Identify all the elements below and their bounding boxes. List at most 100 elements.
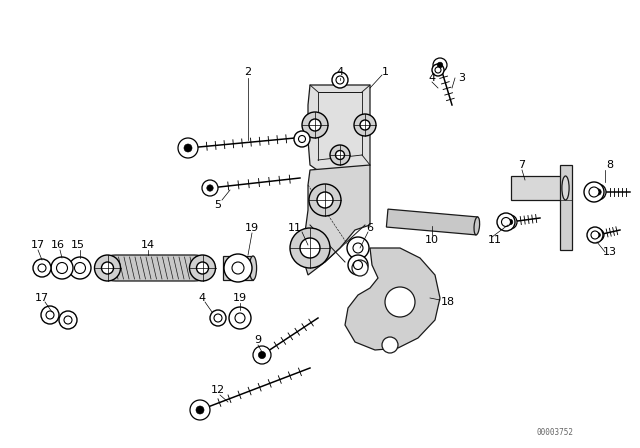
Circle shape (332, 72, 348, 88)
Circle shape (196, 406, 204, 414)
Circle shape (353, 243, 363, 253)
Circle shape (503, 215, 517, 229)
FancyBboxPatch shape (102, 255, 207, 281)
Text: 13: 13 (603, 247, 617, 257)
Circle shape (64, 316, 72, 324)
Circle shape (360, 120, 370, 130)
Text: 7: 7 (518, 160, 525, 170)
Ellipse shape (250, 256, 257, 280)
Circle shape (178, 138, 198, 158)
Text: 18: 18 (441, 297, 455, 307)
Ellipse shape (562, 176, 569, 200)
Circle shape (69, 257, 91, 279)
Text: 2: 2 (244, 67, 252, 77)
Circle shape (59, 311, 77, 329)
Circle shape (591, 231, 599, 239)
Text: 10: 10 (425, 235, 439, 245)
Circle shape (352, 260, 368, 276)
Circle shape (433, 58, 447, 72)
Circle shape (253, 346, 271, 364)
Circle shape (592, 229, 604, 241)
Circle shape (196, 262, 209, 274)
Circle shape (382, 337, 398, 353)
Circle shape (214, 314, 222, 322)
Text: 12: 12 (211, 385, 225, 395)
Text: 16: 16 (51, 240, 65, 250)
Circle shape (595, 189, 601, 195)
Circle shape (587, 227, 603, 243)
Circle shape (347, 237, 369, 259)
Polygon shape (223, 256, 253, 280)
Text: 17: 17 (35, 293, 49, 303)
Text: 15: 15 (71, 240, 85, 250)
Circle shape (229, 307, 251, 329)
Circle shape (302, 112, 328, 138)
Circle shape (190, 400, 210, 420)
Polygon shape (387, 209, 477, 235)
Bar (560, 165, 572, 250)
Circle shape (435, 67, 441, 73)
Circle shape (309, 184, 341, 216)
Circle shape (432, 64, 444, 76)
Circle shape (46, 311, 54, 319)
Circle shape (259, 351, 266, 358)
Text: 4: 4 (198, 293, 205, 303)
Circle shape (502, 217, 511, 227)
Circle shape (507, 219, 513, 225)
Circle shape (354, 114, 376, 136)
Circle shape (317, 192, 333, 208)
Circle shape (95, 255, 120, 281)
Circle shape (232, 262, 244, 274)
Circle shape (589, 187, 599, 197)
Circle shape (102, 262, 113, 274)
Circle shape (497, 213, 515, 231)
Text: 19: 19 (245, 223, 259, 233)
Polygon shape (302, 165, 370, 275)
Text: 4: 4 (428, 73, 436, 83)
Polygon shape (345, 248, 440, 350)
Circle shape (309, 119, 321, 131)
Circle shape (353, 260, 362, 270)
Circle shape (189, 255, 216, 281)
Circle shape (335, 151, 344, 159)
Circle shape (385, 287, 415, 317)
Circle shape (330, 145, 350, 165)
Text: 14: 14 (141, 240, 155, 250)
Circle shape (38, 264, 46, 272)
Circle shape (298, 135, 305, 142)
Ellipse shape (474, 217, 479, 235)
Text: 19: 19 (233, 293, 247, 303)
Circle shape (41, 306, 59, 324)
Circle shape (74, 263, 86, 273)
Circle shape (207, 185, 213, 191)
Circle shape (224, 254, 252, 282)
Polygon shape (511, 176, 566, 200)
Text: 9: 9 (255, 335, 262, 345)
Circle shape (437, 62, 443, 68)
Text: 8: 8 (607, 160, 614, 170)
Text: 5: 5 (214, 200, 221, 210)
Circle shape (235, 313, 245, 323)
Text: 3: 3 (458, 73, 465, 83)
Circle shape (33, 259, 51, 277)
Circle shape (51, 257, 73, 279)
Polygon shape (308, 85, 370, 180)
Text: 1: 1 (381, 67, 388, 77)
Circle shape (300, 238, 320, 258)
Text: 00003752: 00003752 (536, 427, 573, 436)
Circle shape (294, 131, 310, 147)
Circle shape (202, 180, 218, 196)
Text: 6: 6 (367, 223, 374, 233)
Text: 4: 4 (337, 67, 344, 77)
Text: 17: 17 (31, 240, 45, 250)
Circle shape (590, 184, 606, 200)
Circle shape (56, 263, 67, 273)
Circle shape (184, 144, 192, 152)
Circle shape (584, 182, 604, 202)
Text: 11: 11 (488, 235, 502, 245)
Circle shape (348, 255, 368, 275)
Circle shape (210, 310, 226, 326)
Circle shape (336, 76, 344, 84)
Text: 11: 11 (288, 223, 302, 233)
Circle shape (596, 233, 600, 237)
